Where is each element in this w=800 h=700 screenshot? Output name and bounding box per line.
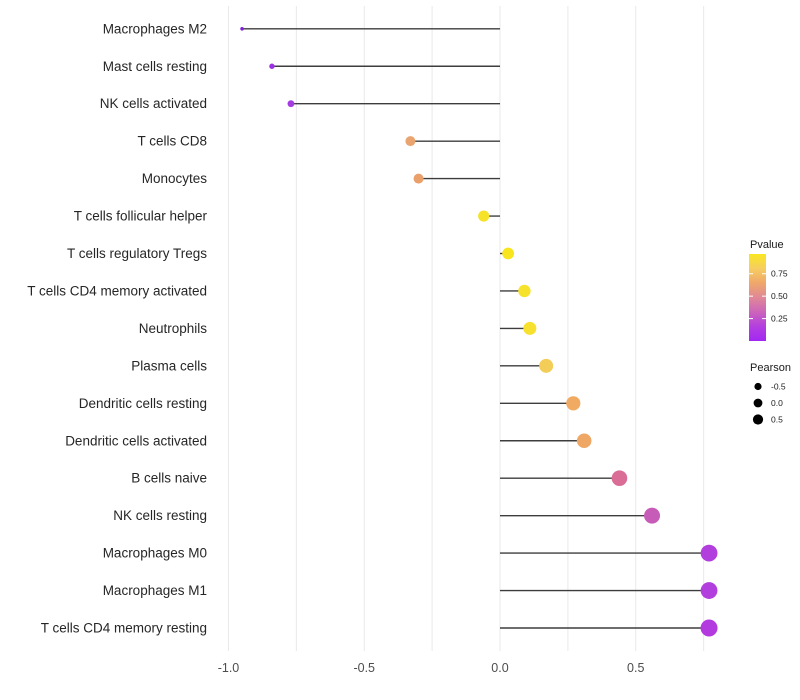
lollipop-dot xyxy=(405,136,416,147)
x-tick-label: 0.0 xyxy=(491,661,508,675)
pvalue-tick-label: 0.50 xyxy=(771,291,788,301)
category-label: Dendritic cells activated xyxy=(65,433,207,448)
x-tick-label: -1.0 xyxy=(218,661,240,675)
pearson-size-dot xyxy=(754,382,762,391)
lollipop-dot xyxy=(269,63,275,69)
x-tick-label: 0.5 xyxy=(627,661,644,675)
category-label: T cells follicular helper xyxy=(74,209,208,224)
category-label: NK cells activated xyxy=(100,96,207,111)
lollipop-dot xyxy=(576,433,592,449)
category-label: Dendritic cells resting xyxy=(79,396,207,411)
category-label: Neutrophils xyxy=(139,321,208,336)
lollipop-dot xyxy=(611,470,628,487)
lollipop-dot xyxy=(644,507,661,524)
lollipop-dot xyxy=(413,173,424,184)
category-label: Mast cells resting xyxy=(103,59,207,74)
lollipop-dot xyxy=(566,396,581,411)
category-label: T cells regulatory Tregs xyxy=(67,246,207,261)
pvalue-colorbar xyxy=(749,254,766,341)
pearson-size-label: -0.5 xyxy=(771,382,786,392)
category-label: T cells CD8 xyxy=(137,134,207,149)
pearson-size-label: 0.5 xyxy=(771,415,783,425)
pvalue-tick-label: 0.75 xyxy=(771,269,788,279)
lollipop-dot xyxy=(518,284,531,298)
lollipop-dot xyxy=(700,582,718,599)
pearson-size-dot xyxy=(752,414,764,425)
lollipop-dot xyxy=(523,321,537,335)
pvalue-legend-title: Pvalue xyxy=(750,239,784,251)
lollipop-dot xyxy=(700,619,718,637)
category-label: T cells CD4 memory resting xyxy=(41,621,207,636)
category-label: Monocytes xyxy=(142,171,208,186)
pvalue-tick-label: 0.25 xyxy=(771,314,788,324)
lollipop-dot xyxy=(539,358,554,373)
lollipop-dot xyxy=(700,544,718,562)
x-tick-label: -0.5 xyxy=(353,661,375,675)
pearson-size-dot xyxy=(753,398,763,408)
category-label: T cells CD4 memory activated xyxy=(27,283,207,298)
pearson-legend-title: Pearson xyxy=(750,362,791,374)
category-label: NK cells resting xyxy=(113,508,207,523)
lollipop-dot xyxy=(240,27,244,31)
lollipop-dot xyxy=(478,210,490,222)
lollipop-dot xyxy=(287,100,295,108)
category-label: Macrophages M1 xyxy=(103,583,207,598)
lollipop-dot xyxy=(502,247,515,260)
category-label: Macrophages M0 xyxy=(103,546,207,561)
category-label: B cells naive xyxy=(131,471,207,486)
category-label: Macrophages M2 xyxy=(103,21,207,36)
pearson-size-label: 0.0 xyxy=(771,398,783,408)
category-label: Plasma cells xyxy=(131,358,207,373)
